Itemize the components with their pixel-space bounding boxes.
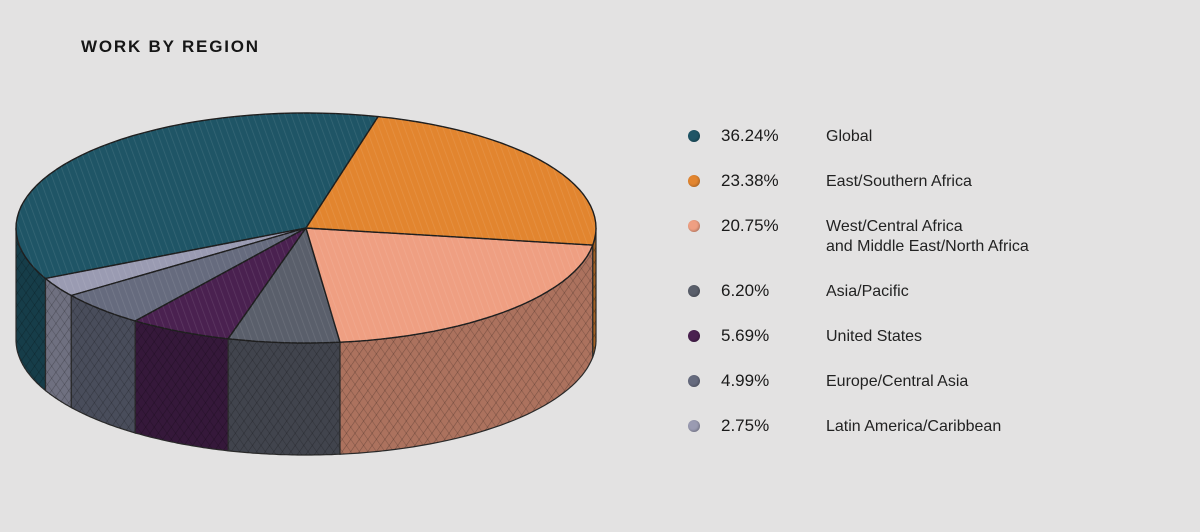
legend-percent: 23.38% — [721, 171, 779, 190]
pie-slice-texture-1 — [306, 116, 596, 246]
pie-slice-texture-0 — [16, 113, 379, 279]
legend-dot — [688, 420, 700, 432]
pie-slice-texture-5 — [71, 228, 306, 321]
legend-percent: 20.75% — [721, 216, 779, 235]
legend-dot — [688, 375, 700, 387]
legend-label: West/Central Africa and Middle East/Nort… — [826, 218, 1029, 255]
legend-percent: 6.20% — [721, 281, 770, 300]
legend-percent: 36.24% — [721, 126, 779, 145]
pie-side-crosshatch-4 — [135, 321, 229, 451]
legend-dot — [688, 175, 700, 187]
legend-percent: 4.99% — [721, 371, 770, 390]
legend-dot — [688, 130, 700, 142]
legend-dot — [688, 285, 700, 297]
chart-title: WORK BY REGION — [81, 37, 260, 56]
legend-label: Global — [826, 128, 873, 145]
pie-sides — [15, 228, 597, 456]
pie-side-crosshatch-2 — [340, 245, 593, 455]
pie-side-crosshatch-6 — [45, 278, 72, 408]
pie-side-crosshatch-3 — [228, 338, 340, 455]
legend-label: Latin America/Caribbean — [826, 418, 1002, 435]
pie-chart — [15, 112, 597, 456]
pie-slice-texture-2 — [306, 228, 593, 343]
pie-side-crosshatch-5 — [71, 295, 136, 433]
legend-dot — [688, 330, 700, 342]
legend-label: East/Southern Africa — [826, 173, 972, 190]
pie-side-crosshatch-1 — [592, 228, 596, 358]
pie-side-crosshatch-0 — [16, 228, 46, 391]
legend-percent: 2.75% — [721, 416, 770, 435]
pie-slice-texture-4 — [135, 228, 306, 339]
pie-top — [15, 112, 597, 344]
legend-label: United States — [826, 328, 923, 345]
pie-slice-texture-3 — [228, 228, 340, 343]
legend-label: Asia/Pacific — [826, 283, 909, 300]
legend-label: Europe/Central Asia — [826, 373, 969, 390]
legend-percent: 5.69% — [721, 326, 770, 345]
pie-slice-texture-6 — [45, 228, 306, 296]
legend-dot — [688, 220, 700, 232]
